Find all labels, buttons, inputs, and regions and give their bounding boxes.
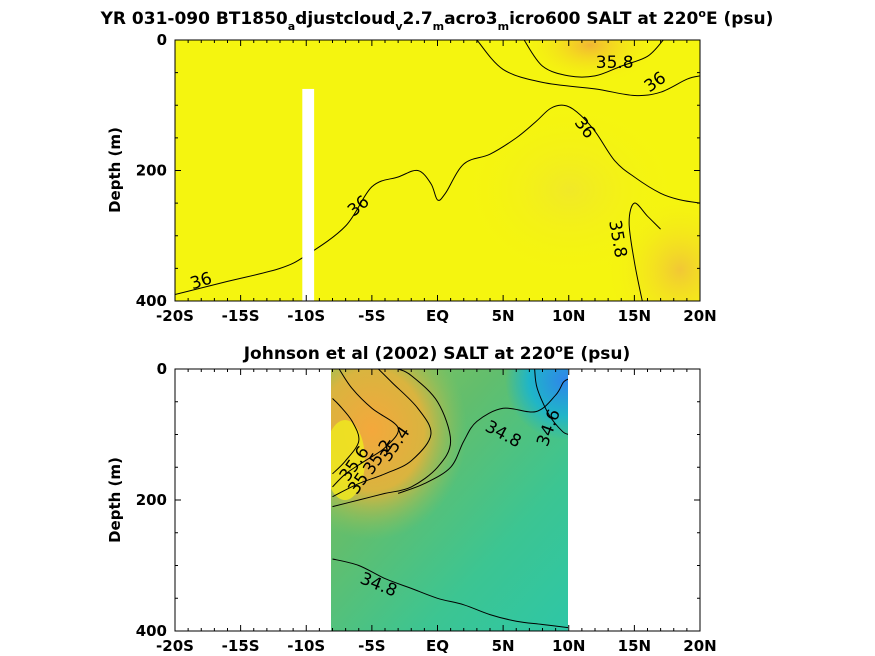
y-tick-label: 200 [136, 162, 167, 180]
x-tick-label: 5N [492, 307, 515, 325]
x-tick-label: 10N [552, 637, 585, 655]
contour-lines [175, 40, 700, 301]
title-segment: E (psu) [706, 9, 773, 29]
title-segment: E (psu) [563, 344, 630, 364]
x-tick-label: -20S [156, 637, 194, 655]
x-tick-label: -5S [358, 637, 385, 655]
x-tick-label: EQ [426, 307, 449, 325]
contour-36 [175, 104, 700, 295]
contour-35-8 [523, 40, 664, 78]
x-tick-label: -10S [287, 307, 325, 325]
contour-label: 35.8 [596, 53, 634, 73]
y-axis-label: Depth (m) [106, 457, 124, 543]
x-tick-label: -15S [222, 637, 260, 655]
x-tick-label: 10N [552, 307, 585, 325]
panel-model-salt: YR 031-090 BT1850adjustcloudv2.7macro3mi… [100, 7, 774, 325]
contour-34-8 [397, 378, 568, 494]
chart-title: YR 031-090 BT1850adjustcloudv2.7macro3mi… [100, 7, 774, 33]
contour-35-2 [332, 369, 432, 498]
salinity-high-region [331, 369, 467, 540]
title-segment: a [288, 20, 295, 33]
contour-35-4 [332, 369, 399, 488]
title-segment: Johnson et al (2002) SALT at 220 [243, 344, 556, 364]
y-tick-label: 0 [157, 31, 167, 49]
y-tick-label: 400 [136, 292, 167, 310]
x-tick-label: 15N [618, 307, 651, 325]
contour-36 [476, 40, 700, 97]
contour-34-8 [332, 558, 568, 629]
title-segment: YR 031-090 BT1850 [100, 9, 288, 29]
title-segment: o [698, 7, 706, 20]
y-tick-label: 400 [136, 622, 167, 640]
chart-title: Johnson et al (2002) SALT at 220oE (psu) [243, 342, 631, 364]
title-segment: djustcloud [295, 9, 395, 29]
title-segment: m [498, 20, 509, 33]
x-tick-label: 20N [683, 637, 716, 655]
x-tick-label: 20N [683, 307, 716, 325]
contour-35-8 [628, 202, 661, 301]
salinity-low-region [505, 369, 568, 440]
title-segment: o [555, 342, 563, 355]
title-segment: 2.7 [403, 9, 433, 29]
y-tick-label: 0 [157, 360, 167, 378]
x-tick-label: -15S [222, 307, 260, 325]
contour-35-6 [332, 398, 360, 475]
x-tick-label: -5S [358, 307, 385, 325]
contour-lines [332, 369, 568, 629]
title-segment: icro600 SALT at 220 [509, 9, 698, 29]
title-segment: acro3 [444, 9, 497, 29]
y-axis-label: Depth (m) [106, 127, 124, 213]
contour-34-6 [534, 369, 568, 435]
title-segment: v [395, 20, 403, 33]
salinity-mid-region [460, 100, 680, 280]
x-tick-label: 5N [492, 637, 515, 655]
x-tick-label: -20S [156, 307, 194, 325]
axis-ticks: -20S -15S -10S -5S EQ 5N 10N 15N 20N 0 200 400 [136, 360, 717, 655]
x-tick-label: -10S [287, 637, 325, 655]
title-segment: m [433, 20, 444, 33]
contour-35 [332, 369, 452, 508]
panel-observed-salt: Johnson et al (2002) SALT at 220oE (psu)… [106, 342, 717, 655]
y-tick-label: 200 [136, 491, 167, 509]
missing-data-column [302, 88, 315, 301]
x-tick-label: EQ [426, 637, 449, 655]
salinity-high-region [520, 40, 660, 85]
axis-ticks: -20S -15S -10S -5S EQ 5N 10N 15N 20N 0 200 400 [136, 31, 717, 325]
x-tick-label: 15N [618, 637, 651, 655]
